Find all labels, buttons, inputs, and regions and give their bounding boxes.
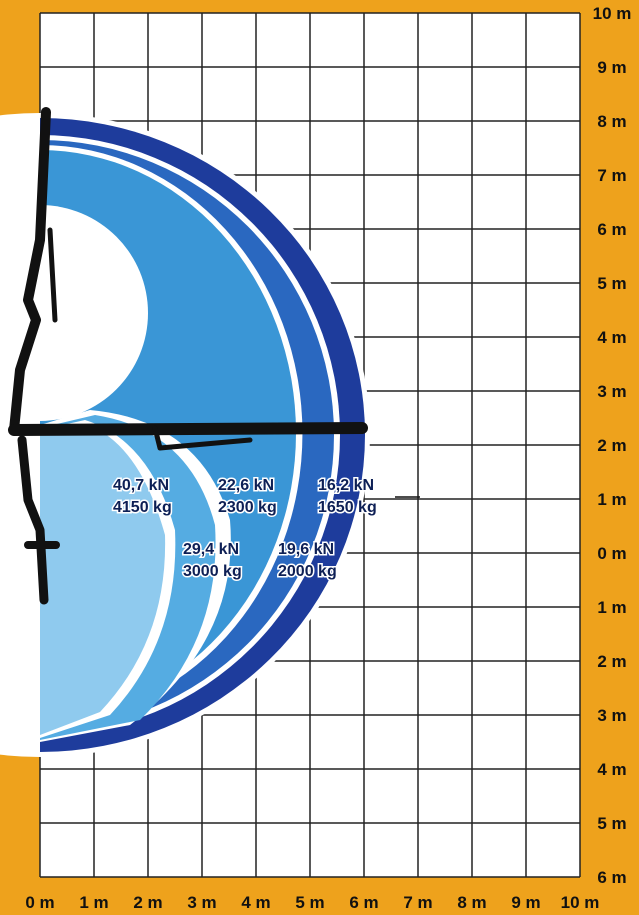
y-label: 7 m (597, 166, 626, 185)
column (17, 435, 49, 605)
arm-cylinder (152, 425, 253, 451)
x-label: 2 m (133, 893, 162, 912)
boom-horizontal (8, 422, 368, 436)
zone-mass: 2300 kg (218, 499, 277, 516)
y-label: 3 m (597, 382, 626, 401)
zone-mass: 4150 kg (113, 499, 172, 516)
zone-mass: 2000 kg (278, 563, 337, 580)
cylinder (47, 227, 58, 323)
y-label: 9 m (597, 58, 626, 77)
y-label: 2 m (597, 652, 626, 671)
x-label: 5 m (295, 893, 324, 912)
y-label: 4 m (597, 760, 626, 779)
x-label: 6 m (349, 893, 378, 912)
x-label: 7 m (403, 893, 432, 912)
x-label: 8 m (457, 893, 486, 912)
y-label: 10 m (593, 4, 632, 23)
x-label: 9 m (511, 893, 540, 912)
zone-force: 22,6 kN (218, 477, 274, 494)
zone-force: 40,7 kN (113, 477, 169, 494)
zone-mass: 1650 kg (318, 499, 377, 516)
zone-force: 29,4 kN (183, 541, 239, 558)
y-label: 3 m (597, 706, 626, 725)
zone-force: 16,2 kN (318, 477, 374, 494)
x-label: 4 m (241, 893, 270, 912)
x-label: 1 m (79, 893, 108, 912)
y-label: 5 m (597, 274, 626, 293)
y-label: 1 m (597, 490, 626, 509)
y-label: 6 m (597, 868, 626, 887)
labels: 0 m 1 m 2 m 3 m 4 m 5 m 6 m 7 m 8 m 9 m 10 m 10 m 9 … (25, 4, 631, 912)
x-label: 3 m (187, 893, 216, 912)
zone-mass: 3000 kg (183, 563, 242, 580)
y-label: 2 m (597, 436, 626, 455)
x-label: 10 m (561, 893, 600, 912)
y-label: 6 m (597, 220, 626, 239)
zone-40-7 (40, 425, 166, 735)
y-label: 4 m (597, 328, 626, 347)
x-label: 0 m (25, 893, 54, 912)
y-label: 0 m (597, 544, 626, 563)
y-label: 8 m (597, 112, 626, 131)
zone-force: 19,6 kN (278, 541, 334, 558)
y-label: 1 m (597, 598, 626, 617)
boom-upper (9, 107, 51, 435)
y-label: 5 m (597, 814, 626, 833)
crane (8, 107, 368, 605)
